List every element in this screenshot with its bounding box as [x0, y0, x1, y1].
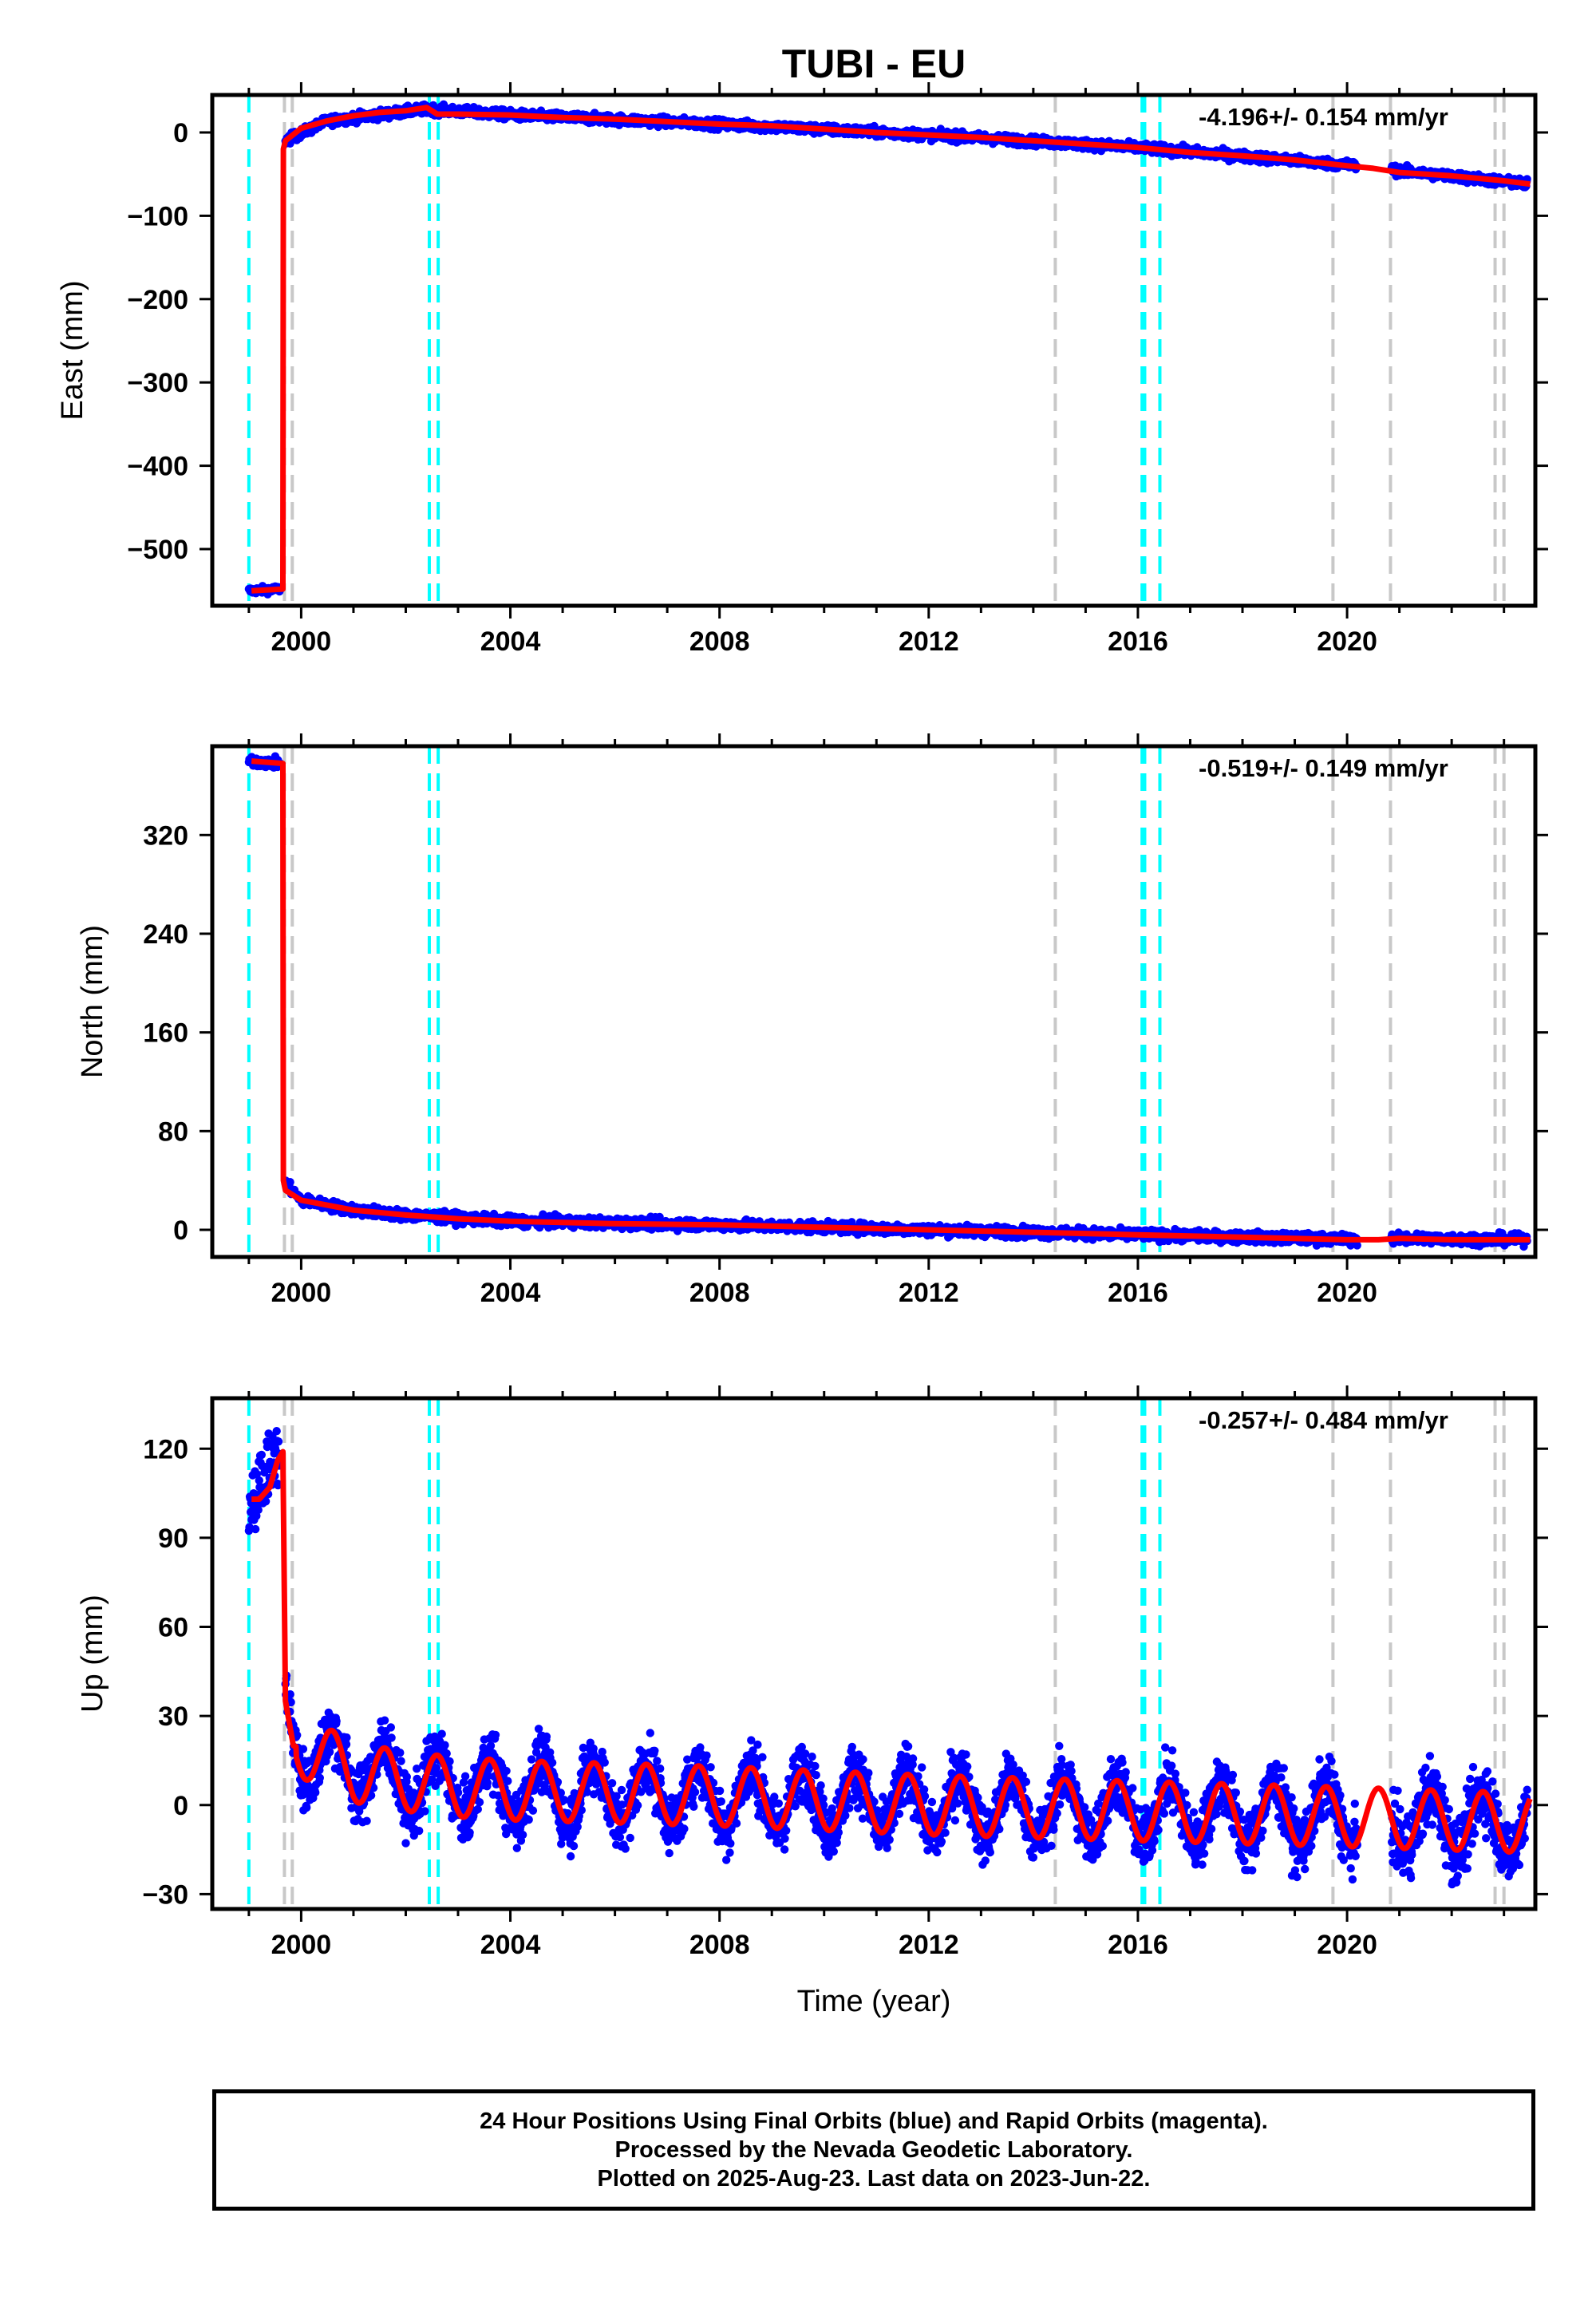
east-ytick-label--100: −100	[127, 201, 188, 231]
east-plot-area	[244, 95, 1531, 606]
east-ytick-label--500: −500	[127, 535, 188, 565]
east-frame	[210, 93, 1538, 608]
east-model-line	[251, 105, 1531, 594]
east-xtick-label-2016: 2016	[1108, 626, 1168, 657]
east-xtick-label-2000: 2000	[271, 626, 332, 657]
chart-title: TUBI - EU	[782, 41, 966, 86]
east-ylabel: East (mm)	[56, 280, 89, 420]
east-ytick-label--300: −300	[127, 368, 188, 398]
east-xtick-label-2012: 2012	[899, 626, 959, 657]
east-ytick-label--200: −200	[127, 285, 188, 315]
north-obs-point-1-10	[286, 1178, 294, 1187]
east-rate-label: -4.196+/- 0.154 mm/yr	[1199, 103, 1448, 131]
east-xtick-label-2020: 2020	[1317, 626, 1377, 657]
north-plot-area	[244, 746, 1531, 1257]
north-panel: 2000 2004 2008 2012 2016 2020080160240320Nort…	[76, 733, 1548, 1308]
east-xtick-label-2004: 2004	[480, 626, 541, 657]
east-panel: 2000 2004 2008 2012 2016 2020 0 −100 −200 −300 −40…	[56, 82, 1548, 657]
east-ytick-label--400: −400	[127, 452, 188, 482]
east-xtick-label-2008: 2008	[689, 626, 750, 657]
east-ytick-label-0: 0	[173, 118, 188, 148]
